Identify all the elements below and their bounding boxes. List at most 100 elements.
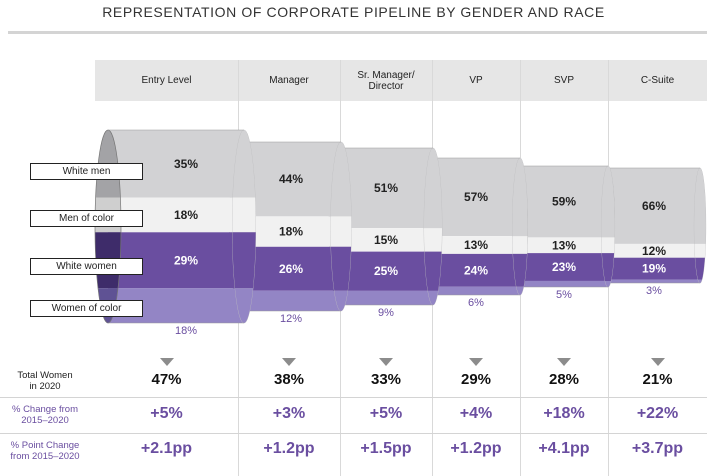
- cylinder-outline: [241, 141, 341, 312]
- segment-white-men: [608, 168, 700, 244]
- pp-change-value: +1.5pp: [360, 440, 412, 457]
- value-label-white-men: 51%: [374, 181, 398, 195]
- cap-men-of-color: [694, 243, 706, 258]
- cap-men-of-color: [601, 237, 615, 254]
- value-label-white-men: 35%: [174, 157, 198, 171]
- down-arrow-icon: [282, 358, 296, 366]
- segment-men-of-color: [520, 237, 608, 254]
- cap-women-of-color: [334, 290, 348, 311]
- value-label-white-women: 25%: [374, 264, 398, 278]
- segment-white-women: [432, 253, 520, 287]
- pp-change-value: +2.1pp: [140, 440, 193, 457]
- value-label-women-of-color: 3%: [646, 285, 662, 297]
- segment-men-of-color: [432, 236, 520, 254]
- down-arrow-icon: [557, 358, 571, 366]
- value-label-white-women: 26%: [279, 262, 303, 276]
- segment-women-of-color: [339, 290, 433, 305]
- cap-white-men: [694, 168, 706, 244]
- segment-white-men: [241, 142, 341, 217]
- value-label-men-of-color: 13%: [552, 238, 576, 252]
- cap-men-of-color: [330, 216, 352, 247]
- value-label-white-men: 66%: [642, 199, 666, 213]
- value-label-men-of-color: 18%: [279, 225, 303, 239]
- cylinder-outline: [339, 147, 433, 306]
- legend-white-women: White women: [30, 258, 143, 275]
- down-arrow-icon: [379, 358, 393, 366]
- cap-white-men: [601, 166, 615, 238]
- cap-women-of-color: [516, 286, 524, 295]
- segment-women-of-color: [520, 280, 608, 287]
- value-label-white-men: 44%: [279, 172, 303, 186]
- value-label-women-of-color: 12%: [280, 313, 302, 325]
- legend-men-of-color: Men of color: [30, 210, 143, 227]
- pp-change-value: +1.2pp: [450, 440, 502, 457]
- cap-women-of-color: [605, 280, 611, 287]
- pct-change-value: +3%: [272, 405, 306, 422]
- level-label-2: Sr. Manager/ Director: [357, 69, 415, 92]
- chart-title: REPRESENTATION OF CORPORATE PIPELINE BY …: [102, 4, 605, 20]
- down-arrow-icon: [469, 358, 483, 366]
- value-label-women-of-color: 6%: [468, 297, 484, 309]
- cap-white-men: [512, 158, 528, 237]
- segment-white-women: [520, 253, 608, 281]
- segment-white-women: [241, 246, 341, 291]
- cap-white-women: [601, 253, 615, 281]
- cap-white-women: [512, 253, 528, 287]
- pct-change-value: +4%: [459, 405, 493, 422]
- pct-change-value: +5%: [369, 405, 403, 422]
- cap-men-of-color: [424, 228, 442, 252]
- level-label-3: VP: [469, 75, 483, 86]
- level-label-1: Manager: [269, 75, 309, 86]
- value-label-men-of-color: 12%: [642, 244, 666, 258]
- value-label-white-women: 23%: [552, 260, 576, 274]
- cap-white-women: [424, 251, 442, 291]
- cap-white-women: [232, 232, 256, 289]
- value-label-white-women: 19%: [642, 262, 666, 276]
- cylinder-outline: [608, 167, 700, 284]
- value-label-women-of-color: 18%: [175, 325, 197, 337]
- pp-change-value: +4.1pp: [538, 440, 590, 457]
- metrics-divider-1: [0, 397, 707, 398]
- cap-women-of-color: [235, 288, 253, 323]
- value-label-white-women: 29%: [174, 253, 198, 267]
- down-arrow-icon: [650, 358, 665, 366]
- total-women-label: Total Women in 2020: [17, 370, 73, 392]
- value-label-women-of-color: 9%: [378, 307, 394, 319]
- total-women-value: 38%: [273, 371, 305, 388]
- cap-white-women: [695, 257, 705, 280]
- value-label-men-of-color: 18%: [174, 208, 198, 222]
- pp-change-value: +1.2pp: [263, 440, 315, 457]
- cylinder-outline: [520, 165, 608, 288]
- value-label-white-women: 24%: [464, 263, 488, 277]
- value-label-white-men: 57%: [464, 190, 488, 204]
- pp-change-label: % Point Change from 2015–2020: [10, 440, 80, 462]
- cylinder-outline: [432, 157, 520, 296]
- total-women-value: 29%: [460, 371, 492, 388]
- cap-white-men: [232, 130, 256, 198]
- cap-white-men: [424, 148, 442, 229]
- segment-men-of-color: [339, 228, 433, 252]
- segment-white-men: [520, 166, 608, 238]
- pct-change-value: +5%: [150, 405, 183, 422]
- value-label-men-of-color: 13%: [464, 238, 488, 252]
- level-label-5: C-Suite: [640, 75, 675, 86]
- segment-men-of-color: [241, 216, 341, 247]
- metrics-divider-2: [0, 433, 707, 434]
- segment-white-women: [608, 257, 700, 280]
- cap-men-of-color: [512, 236, 528, 254]
- segment-women-of-color: [608, 279, 700, 283]
- cap-women-of-color: [698, 279, 702, 283]
- pct-change-value: +18%: [543, 405, 585, 422]
- pct-change-label: % Change from 2015–2020: [11, 404, 78, 426]
- value-label-men-of-color: 15%: [374, 233, 398, 247]
- total-women-value: 47%: [151, 371, 182, 388]
- segment-women-of-color: [432, 286, 520, 295]
- legend-white-men: White men: [30, 163, 143, 180]
- segment-men-of-color: [608, 243, 700, 258]
- total-women-value: 33%: [370, 371, 402, 388]
- segment-women-of-color: [241, 290, 341, 311]
- cap-women-of-color: [427, 290, 439, 305]
- cap-white-men: [330, 142, 352, 217]
- pipeline-cylinder: [601, 167, 707, 284]
